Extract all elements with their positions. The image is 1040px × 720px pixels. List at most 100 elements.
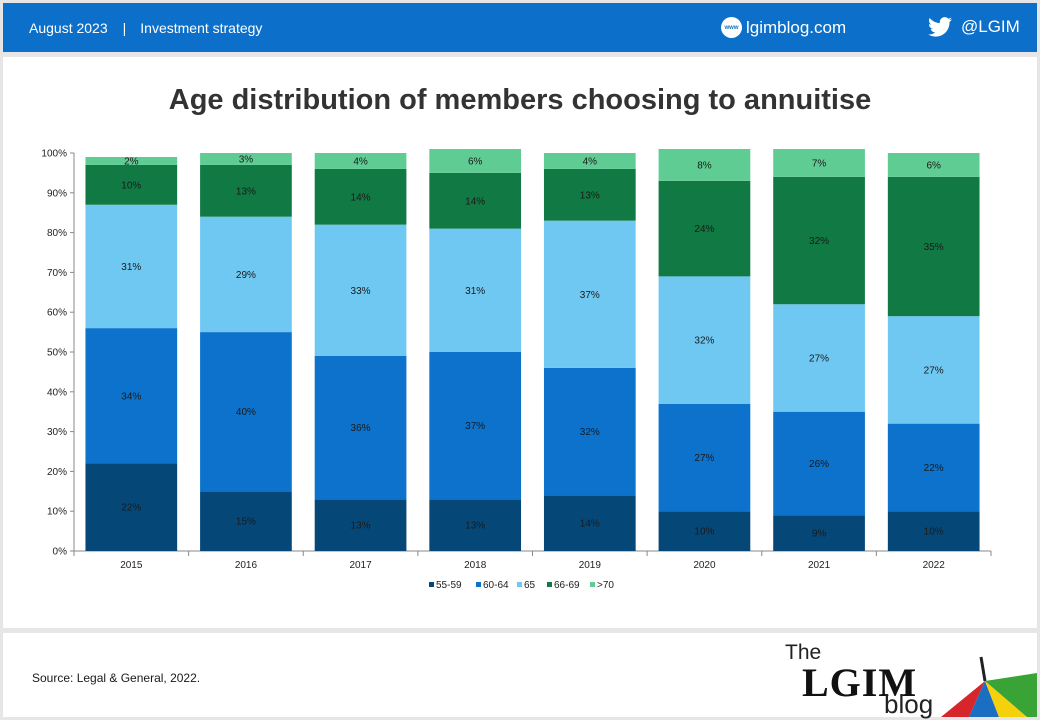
bar-segment-65	[543, 220, 636, 368]
bar-segment->70	[773, 149, 865, 177]
data-label: 27%	[694, 453, 714, 464]
bar-segment-55-59	[543, 495, 636, 551]
chart-panel: Age distribution of members choosing to …	[3, 57, 1037, 628]
y-tick-label: 20%	[47, 467, 67, 478]
bar-segment->70	[200, 153, 292, 165]
x-tick-label: 2020	[693, 560, 716, 571]
bar-segment-65	[314, 224, 407, 356]
x-tick-label: 2021	[808, 560, 831, 571]
bar-segment-55-59	[658, 511, 751, 551]
y-tick-label: 70%	[47, 268, 67, 279]
chart-title: Age distribution of members choosing to …	[168, 84, 872, 116]
data-label: 31%	[465, 286, 485, 297]
y-tick-label: 50%	[47, 348, 67, 359]
y-tick-label: 10%	[47, 507, 67, 518]
data-label: 36%	[351, 423, 371, 434]
header-left: August 2023 | Investment strategy	[29, 20, 262, 36]
bar-segment-55-59	[773, 515, 865, 551]
bar-segment-65	[887, 316, 980, 424]
bar-segment->70	[85, 156, 178, 165]
data-label: 32%	[694, 336, 714, 347]
bar-segment-66-69	[314, 168, 407, 225]
x-tick-label: 2015	[120, 560, 143, 571]
bar-segment-60-64	[429, 352, 522, 500]
www-icon: www	[721, 17, 742, 38]
data-label: 33%	[351, 286, 371, 297]
legend-label: 60-64	[483, 580, 509, 591]
data-label: 13%	[351, 521, 371, 532]
data-label: 34%	[121, 391, 141, 402]
bar-segment-65	[658, 276, 751, 404]
bar-segment-60-64	[773, 411, 865, 516]
site-link[interactable]: www lgimblog.com	[721, 17, 846, 38]
data-label: 13%	[236, 186, 256, 197]
data-label: 31%	[121, 262, 141, 273]
data-label: 13%	[580, 190, 600, 201]
y-tick-label: 100%	[41, 149, 67, 160]
bar-segment-66-69	[887, 176, 980, 317]
data-label: 10%	[694, 527, 714, 538]
data-label: 4%	[583, 156, 598, 167]
data-label: 22%	[924, 463, 944, 474]
bar-segment-65	[773, 304, 865, 412]
logo-blog: blog	[884, 689, 934, 719]
data-label: 14%	[351, 192, 371, 203]
data-label: 22%	[121, 503, 141, 514]
x-tick-label: 2022	[923, 560, 946, 571]
x-tick-label: 2017	[349, 560, 372, 571]
twitter-link[interactable]: @LGIM	[928, 17, 1020, 37]
twitter-handle: @LGIM	[961, 17, 1020, 36]
bar-segment-66-69	[200, 164, 292, 217]
umbrella-logo-icon	[941, 656, 1037, 717]
y-tick-label: 90%	[47, 188, 67, 199]
data-label: 7%	[812, 158, 827, 169]
x-tick-label: 2016	[235, 560, 258, 571]
data-label: 13%	[465, 521, 485, 532]
site-label: lgimblog.com	[746, 17, 847, 37]
bar-segment-60-64	[200, 332, 292, 492]
x-tick-label: 2018	[464, 560, 487, 571]
y-tick-label: 0%	[53, 547, 68, 558]
bar-segment-55-59	[429, 499, 522, 551]
legend-label: 55-59	[436, 580, 462, 591]
bar-segment-60-64	[658, 403, 751, 512]
bar-segment-55-59	[85, 463, 178, 551]
bar-segment-55-59	[314, 499, 407, 551]
bar-segment-65	[200, 216, 292, 333]
data-label: 6%	[468, 156, 483, 167]
data-label: 29%	[236, 270, 256, 281]
logo-the: The	[785, 641, 822, 664]
data-label: 10%	[121, 180, 141, 191]
source-note: Source: Legal & General, 2022.	[32, 671, 201, 685]
legend-label: 65	[524, 580, 536, 591]
data-label: 6%	[926, 160, 941, 171]
data-label: 26%	[809, 459, 829, 470]
data-label: 14%	[465, 196, 485, 207]
legend-swatch	[590, 582, 595, 587]
bar-segment-55-59	[200, 491, 292, 551]
data-label: 37%	[465, 421, 485, 432]
legend-swatch	[429, 582, 434, 587]
stacked-bar-chart: 0% 10% 20% 30% 40% 50% 60% 70% 80% 90% 100% 22% 34% 3…	[41, 149, 992, 591]
y-tick-label: 60%	[47, 308, 67, 319]
legend-label: 66-69	[554, 580, 580, 591]
data-label: 37%	[580, 290, 600, 301]
data-label: 32%	[580, 427, 600, 438]
header-separator: |	[122, 20, 127, 36]
legend-swatch	[547, 582, 552, 587]
data-label: 24%	[694, 224, 714, 235]
data-label: 27%	[809, 353, 829, 364]
data-label: 14%	[580, 519, 600, 530]
bar-segment-60-64	[85, 328, 178, 464]
y-tick-label: 40%	[47, 387, 67, 398]
bar-segment-66-69	[543, 168, 636, 221]
footer: Source: Legal & General, 2022. The LGIM …	[3, 633, 1037, 719]
twitter-icon	[928, 17, 952, 37]
y-tick-label: 30%	[47, 427, 67, 438]
bar-segment-66-69	[658, 180, 751, 277]
bar-segment-65	[85, 204, 178, 329]
data-label: 35%	[924, 242, 944, 253]
legend-label: >70	[597, 580, 614, 591]
logo-lgim: LGIM	[802, 660, 918, 705]
data-label: 9%	[812, 529, 827, 540]
